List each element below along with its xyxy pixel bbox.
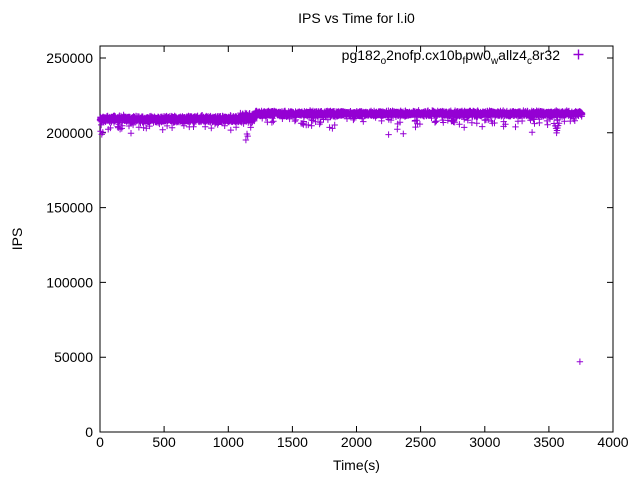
x-tick-label: 0: [96, 434, 104, 450]
y-tick-label: 150000: [46, 200, 93, 216]
x-tick-label: 1000: [213, 434, 244, 450]
y-tick-label: 100000: [46, 274, 93, 290]
legend-text-part: allz4: [498, 47, 527, 63]
plus-icon: [573, 49, 584, 60]
legend-subscript: c: [526, 55, 532, 67]
y-tick-label: 0: [85, 424, 93, 440]
legend-text-part: 2nofp.cx10b: [386, 47, 463, 63]
legend-text-part: pg182: [341, 47, 381, 63]
x-tick-label: 3500: [533, 434, 564, 450]
x-tick-label: 1500: [277, 434, 308, 450]
legend-series-label: pg182o2nofp.cx10bfpw0wallz4c8r32: [341, 47, 560, 66]
legend-plus-marker: [573, 48, 584, 62]
x-axis-label: Time(s): [333, 457, 380, 473]
y-tick-label: 200000: [46, 125, 93, 141]
plot-border: [99, 45, 614, 433]
chart-title: IPS vs Time for l.i0: [298, 10, 415, 26]
legend: pg182o2nofp.cx10bfpw0wallz4c8r32: [341, 47, 584, 66]
axis-ticks: [99, 46, 614, 433]
data-points: [96, 107, 586, 365]
legend-text-part: 8r32: [531, 47, 560, 63]
y-tick-label: 250000: [46, 50, 93, 66]
legend-text-part: pw0: [465, 47, 491, 63]
x-tick-label: 2000: [341, 434, 372, 450]
y-tick-label: 50000: [54, 349, 93, 365]
legend-subscript: w: [490, 55, 499, 67]
x-tick-label: 3000: [469, 434, 500, 450]
x-tick-label: 500: [152, 434, 176, 450]
legend-subscript: f: [462, 55, 466, 67]
x-tick-label: 2500: [405, 434, 436, 450]
legend-subscript: o: [380, 55, 387, 67]
x-tick-label: 4000: [597, 434, 628, 450]
